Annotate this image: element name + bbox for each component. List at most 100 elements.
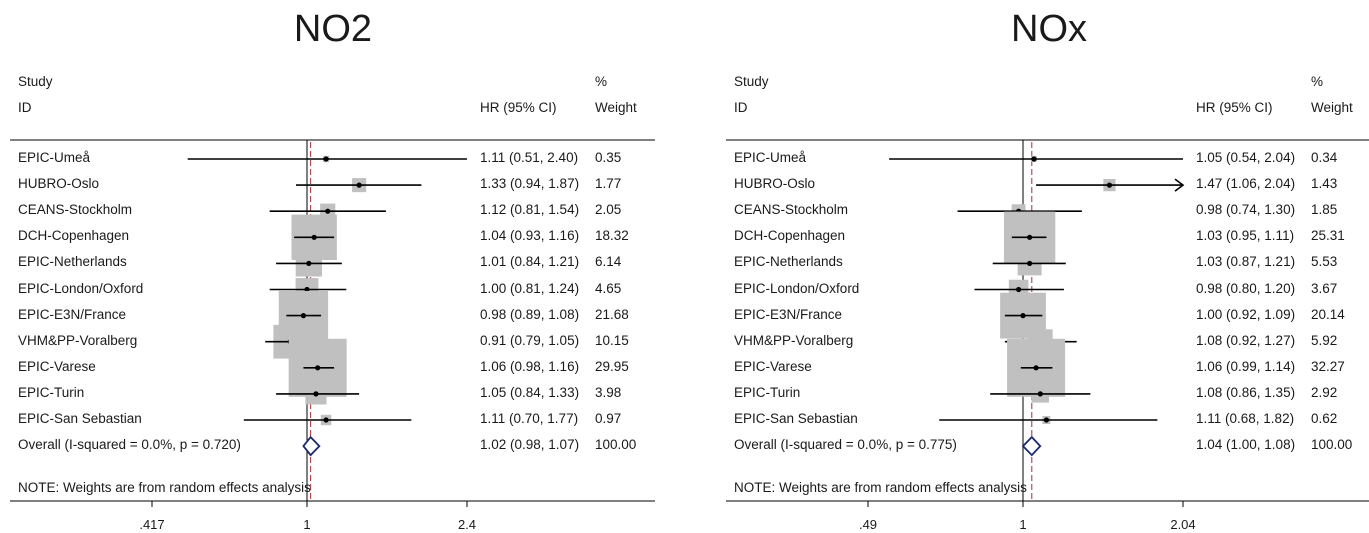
- overall-label: Overall (I-squared = 0.0%, p = 0.775): [734, 437, 957, 453]
- hr-ci-value: 0.98 (0.80, 1.20): [1196, 280, 1296, 296]
- study-label: HUBRO-Oslo: [18, 176, 100, 192]
- weight-value: 21.68: [595, 306, 629, 322]
- hr-ci-value: 1.47 (1.06, 2.04): [1196, 176, 1296, 192]
- note-text: NOTE: Weights are from random effects an…: [734, 480, 1027, 495]
- study-label: EPIC-Turin: [734, 384, 801, 400]
- hr-ci-value: 0.98 (0.74, 1.30): [1196, 202, 1296, 218]
- study-label: EPIC-San Sebastian: [734, 411, 858, 426]
- overall-hr-ci-value: 1.04 (1.00, 1.08): [1196, 437, 1296, 453]
- forest-plot-canvas: [726, 139, 1369, 507]
- header-weight: Weight: [1311, 100, 1353, 115]
- forest-plot-canvas: [10, 139, 655, 507]
- hr-ci-value: 0.91 (0.79, 1.05): [480, 332, 580, 348]
- hr-ci-value: 1.05 (0.54, 2.04): [1196, 150, 1296, 165]
- weight-value: 0.35: [595, 150, 622, 165]
- header-hr: HR (95% CI): [480, 100, 557, 115]
- weight-value: 0.62: [1311, 411, 1338, 426]
- study-label: CEANS-Stockholm: [734, 202, 849, 218]
- overall-weight-value: 100.00: [1311, 437, 1353, 453]
- x-tick-label: 1: [303, 517, 311, 532]
- hr-ci-value: 1.05 (0.84, 1.33): [480, 384, 580, 400]
- hr-ci-value: 1.04 (0.93, 1.16): [480, 228, 580, 244]
- hr-ci-value: 1.00 (0.92, 1.09): [1196, 306, 1296, 322]
- weight-value: 4.65: [595, 280, 622, 296]
- header-hr: HR (95% CI): [1196, 100, 1273, 115]
- x-tick-label: .417: [139, 517, 165, 532]
- weight-value: 1.77: [595, 176, 622, 192]
- hr-ci-value: 1.03 (0.95, 1.11): [1196, 228, 1295, 244]
- x-tick-label: 2.4: [457, 517, 477, 532]
- chart-title: NOx: [1011, 8, 1087, 50]
- point-estimate: [313, 391, 319, 397]
- study-label: EPIC-Turin: [18, 384, 85, 400]
- x-tick-label: 1: [1019, 517, 1027, 532]
- hr-ci-value: 1.33 (0.94, 1.87): [480, 176, 580, 192]
- weight-value: 29.95: [595, 358, 629, 374]
- weight-value: 6.14: [595, 254, 622, 270]
- point-estimate: [1027, 234, 1033, 240]
- point-estimate: [1106, 182, 1113, 188]
- hr-ci-value: 1.08 (0.86, 1.35): [1196, 384, 1296, 400]
- weight-value: 5.92: [1311, 332, 1338, 348]
- point-estimate: [1037, 391, 1043, 397]
- weight-value: 1.85: [1311, 202, 1338, 218]
- weight-value: 0.34: [1311, 150, 1338, 165]
- x-tick-label: .49: [858, 517, 878, 532]
- study-label: EPIC-Netherlands: [18, 254, 127, 270]
- weight-value: 2.05: [595, 202, 622, 218]
- point-estimate: [300, 313, 307, 319]
- point-estimate: [1043, 417, 1050, 423]
- ci-arrowhead: [1174, 178, 1185, 192]
- study-label: EPIC-Umeå: [18, 150, 91, 165]
- overall-hr-ci-value: 1.02 (0.98, 1.07): [480, 437, 580, 453]
- point-estimate: [315, 365, 321, 371]
- header-id: ID: [18, 100, 32, 115]
- study-label: VHM&PP-Voralberg: [734, 332, 854, 348]
- note-text: NOTE: Weights are from random effects an…: [18, 480, 311, 495]
- study-label: EPIC-E3N/France: [18, 306, 127, 322]
- study-label: EPIC-London/Oxford: [734, 280, 860, 296]
- hr-ci-value: 1.11 (0.68, 1.82): [1196, 411, 1295, 426]
- study-label: DCH-Copenhagen: [18, 228, 130, 244]
- study-label: CEANS-Stockholm: [18, 202, 133, 218]
- point-estimate: [311, 234, 317, 240]
- study-label: HUBRO-Oslo: [734, 176, 816, 192]
- weight-value: 3.98: [595, 384, 622, 400]
- header-id: ID: [734, 100, 748, 115]
- overall-diamond: [302, 435, 321, 457]
- weight-value: 3.67: [1311, 280, 1338, 296]
- study-label: EPIC-London/Oxford: [18, 280, 144, 296]
- overall-weight-value: 100.00: [595, 437, 637, 453]
- weight-value: 32.27: [1311, 358, 1345, 374]
- hr-ci-value: 1.01 (0.84, 1.21): [480, 254, 580, 270]
- point-estimate: [1020, 313, 1026, 319]
- hr-ci-value: 0.98 (0.89, 1.08): [480, 306, 580, 322]
- weight-value: 5.53: [1311, 254, 1338, 270]
- header-study: Study: [734, 74, 769, 89]
- x-tick-label: 2.04: [1170, 517, 1196, 532]
- hr-ci-value: 1.08 (0.92, 1.27): [1196, 332, 1296, 348]
- point-estimate: [1033, 365, 1039, 371]
- hr-ci-value: 1.00 (0.81, 1.24): [480, 280, 580, 296]
- study-label: VHM&PP-Voralberg: [18, 332, 138, 348]
- hr-ci-value: 1.11 (0.70, 1.77): [480, 411, 579, 426]
- point-estimate: [306, 260, 312, 266]
- hr-ci-value: 1.03 (0.87, 1.21): [1196, 254, 1296, 270]
- weight-value: 10.15: [595, 332, 629, 348]
- point-estimate: [1027, 260, 1033, 266]
- forest-plot-no2: NO2 Study ID HR (95% CI)% Weight EPIC-Umeå 1.1…: [0, 0, 684, 533]
- point-estimate: [356, 182, 362, 188]
- study-label: DCH-Copenhagen: [734, 228, 846, 244]
- hr-ci-value: 1.06 (0.98, 1.16): [480, 358, 580, 374]
- point-estimate: [1016, 286, 1022, 293]
- header-percent: %: [595, 74, 608, 89]
- study-label: EPIC-Varese: [734, 358, 812, 374]
- point-estimate: [304, 286, 310, 293]
- header-weight: Weight: [595, 100, 637, 115]
- weight-value: 20.14: [1311, 306, 1345, 322]
- point-estimate: [325, 208, 331, 214]
- point-estimate: [1031, 156, 1037, 162]
- overall-diamond: [1021, 435, 1042, 457]
- point-estimate: [323, 417, 329, 423]
- hr-ci-value: 1.11 (0.51, 2.40): [480, 150, 579, 165]
